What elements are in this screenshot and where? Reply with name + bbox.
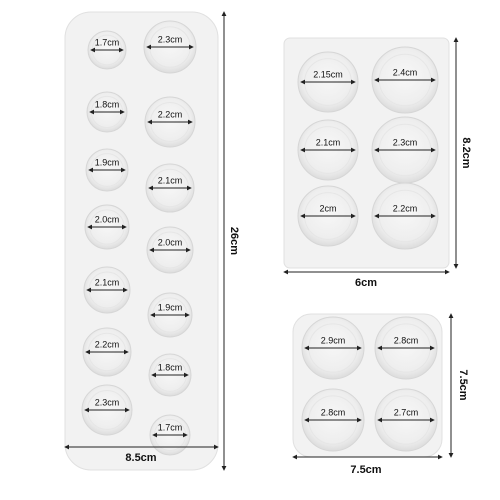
cavity-label: 2.1cm (158, 175, 183, 185)
height-label: 8.2cm (460, 137, 472, 168)
cavity-label: 1.8cm (158, 362, 183, 372)
cavity-label: 1.8cm (95, 99, 120, 109)
cavity-label: 2.1cm (95, 277, 120, 287)
width-label: 7.5cm (350, 464, 381, 476)
height-label: 26cm (228, 227, 240, 255)
cavity-label: 1.9cm (158, 302, 183, 312)
cavity-label: 1.7cm (95, 37, 120, 47)
cavity-label: 2.8cm (321, 407, 346, 417)
mold: 1.7cm 2.3cm 1.8cm 2.2cm 1.9cm 2.1cm 2.0cm 2.0cm… (64, 11, 240, 471)
cavity-label: 2.2cm (158, 109, 183, 119)
cavity-label: 2.3cm (158, 34, 183, 44)
cavity-label: 2.3cm (393, 137, 418, 147)
width-label: 6cm (355, 277, 377, 289)
cavity-label: 2.0cm (95, 214, 120, 224)
cavity-label: 2.15cm (313, 69, 343, 79)
cavity-label: 2.2cm (95, 339, 120, 349)
cavity-label: 1.7cm (158, 422, 183, 432)
cavity-label: 2.3cm (95, 397, 120, 407)
cavity-label: 2.2cm (393, 203, 418, 213)
cavity-label: 2.9cm (321, 335, 346, 345)
cavity-label: 2.7cm (394, 407, 419, 417)
cavity-label: 2.0cm (158, 237, 183, 247)
width-label: 8.5cm (125, 452, 156, 464)
cavity-label: 2.8cm (394, 335, 419, 345)
mold: 2.15cm 2.4cm 2.1cm 2.3cm 2cm 2.2cm 6cm 8.2cm (283, 37, 472, 289)
cavity-label: 2.1cm (316, 137, 341, 147)
cavity-label: 2.4cm (393, 67, 418, 77)
height-label: 7.5cm (457, 369, 469, 400)
cavity-label: 2cm (319, 203, 336, 213)
mold: 2.9cm 2.8cm 2.8cm 2.7cm 7.5cm 7.5cm (292, 313, 469, 476)
cavity-label: 1.9cm (95, 157, 120, 167)
